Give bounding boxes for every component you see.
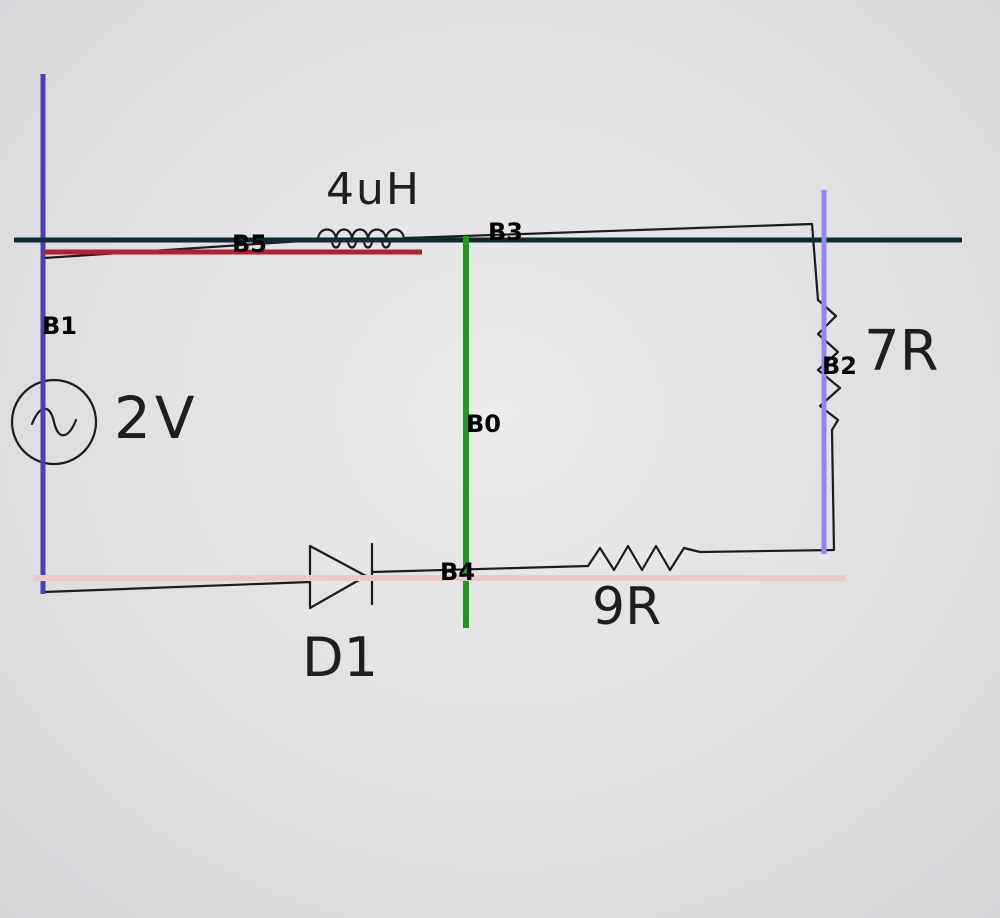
- inductor-label: 4uH: [326, 164, 421, 215]
- branch-overlays: [14, 74, 962, 628]
- wire-right-lower: [698, 428, 836, 554]
- branch-b3-label: B3: [488, 218, 523, 246]
- branch-b4-label: B4: [440, 558, 475, 586]
- branch-b5-label: B5: [232, 230, 267, 258]
- wire-top-right: [404, 222, 820, 302]
- branch-b1-label: B1: [42, 312, 77, 340]
- wire-top-left: [42, 238, 320, 260]
- wire-bottom-left: [42, 580, 312, 594]
- resistor-icon: [816, 298, 842, 432]
- wire-bottom-mid: [370, 564, 590, 574]
- ac-source-icon: [10, 378, 98, 466]
- branch-b0-label: B0: [466, 410, 501, 438]
- source-label: 2V: [114, 384, 199, 452]
- resistor-icon: [586, 544, 702, 572]
- resistor-bottom-label: 9R: [592, 577, 661, 637]
- resistor-right-label: 7R: [864, 319, 939, 384]
- diode-label: D1: [302, 626, 378, 689]
- branch-b2-label: B2: [822, 352, 857, 380]
- inductor-icon: [316, 228, 406, 249]
